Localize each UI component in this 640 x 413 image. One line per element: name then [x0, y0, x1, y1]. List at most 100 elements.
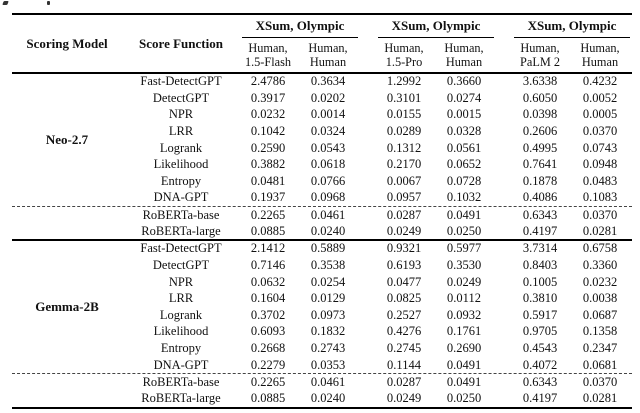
value-cell: 0.0957: [386, 190, 422, 205]
value-cell: 0.3810: [522, 291, 558, 306]
value-cell: 0.2590: [250, 140, 286, 155]
caption-cropped-text: [47, 1, 50, 5]
value-cell: 0.5889: [310, 241, 346, 256]
value-cell: 0.3360: [582, 258, 618, 273]
value-cell: 0.0274: [446, 90, 482, 105]
value-cell: 0.0973: [310, 307, 346, 322]
group-title: XSum, Olympic: [255, 18, 345, 33]
table-bottom-rule: [12, 406, 632, 409]
value-cell: 0.5977: [446, 241, 482, 256]
table-row: RoBERTa-base 0.2265 0.0461 0.0287 0.0491 0.63…: [12, 373, 632, 390]
value-cell: 3.7314: [522, 241, 558, 256]
value-cell: 0.4197: [522, 223, 558, 238]
table-row: DNA-GPT 0.2279 0.0353 0.1144 0.0491 0.4072 0.0…: [12, 357, 632, 374]
value-cell: 0.6343: [522, 207, 558, 222]
value-cell: 0.9705: [522, 324, 558, 339]
value-cell: 0.0067: [386, 173, 422, 188]
score-function-cell: RoBERTa-base: [142, 374, 220, 389]
header-group-0: XSum, Olympic Human, 1.5-Flash Human, Human: [240, 15, 360, 72]
table-row: DNA-GPT 0.1937 0.0968 0.0957 0.1032 0.4086 0.1…: [12, 190, 632, 207]
value-cell: 0.0281: [582, 390, 618, 405]
value-cell: 0.4072: [522, 357, 558, 372]
value-cell: 0.0743: [582, 140, 618, 155]
value-cell: 0.1005: [522, 274, 558, 289]
table-row: DetectGPT 0.7146 0.3538 0.6193 0.3530 0.8403 0…: [12, 257, 632, 274]
value-cell: 0.1042: [250, 124, 286, 139]
value-cell: 0.0481: [250, 173, 286, 188]
subheader-line: Human,: [520, 40, 560, 55]
value-cell: 0.0885: [250, 390, 286, 405]
header-bottom-rule: [12, 72, 632, 74]
subheader-line: Human,: [384, 40, 424, 55]
value-cell: 0.0491: [446, 207, 482, 222]
value-cell: 0.0249: [386, 390, 422, 405]
group-subheaders: Human, 1.5-Pro Human, Human: [376, 38, 496, 72]
value-cell: 0.6758: [582, 241, 618, 256]
value-cell: 0.0202: [310, 90, 346, 105]
value-cell: 2.4786: [250, 74, 286, 89]
header-scoring-model: Scoring Model: [26, 35, 108, 51]
model-block-gemma-2b: Gemma-2B Fast-DetectGPT 2.1412 0.5889 0.9321…: [12, 241, 632, 407]
subheader-line: Human,: [248, 40, 288, 55]
value-cell: 0.0681: [582, 357, 618, 372]
score-function-cell: DNA-GPT: [153, 357, 209, 372]
value-cell: 0.6193: [386, 258, 422, 273]
table-row: RoBERTa-large 0.0885 0.0240 0.0249 0.0250 0.4…: [12, 390, 632, 407]
value-cell: 0.0250: [446, 390, 482, 405]
value-cell: 0.0948: [582, 157, 618, 172]
value-cell: 0.1878: [522, 173, 558, 188]
value-cell: 0.0652: [446, 157, 482, 172]
value-cell: 2.1412: [250, 241, 286, 256]
value-cell: 0.0483: [582, 173, 618, 188]
value-cell: 0.2668: [250, 340, 286, 355]
subheader-line: Human,: [444, 40, 484, 55]
subheader-line: PaLM 2: [520, 55, 560, 69]
score-function-cell: Entropy: [160, 173, 202, 188]
value-cell: 0.3634: [310, 74, 346, 89]
value-cell: 0.0155: [386, 107, 422, 122]
value-cell: 0.2745: [386, 340, 422, 355]
scoring-model-label: Gemma-2B: [35, 298, 99, 314]
value-cell: 0.2690: [446, 340, 482, 355]
value-cell: 0.0561: [446, 140, 482, 155]
value-cell: 0.0461: [310, 207, 346, 222]
value-cell: 0.3917: [250, 90, 286, 105]
value-cell: 0.2743: [310, 340, 346, 355]
value-cell: 0.6050: [522, 90, 558, 105]
header-group-spacer: [360, 15, 376, 72]
value-cell: 0.1937: [250, 190, 286, 205]
score-function-cell: Logrank: [159, 140, 203, 155]
value-cell: 0.0015: [446, 107, 482, 122]
header-group-2: XSum, Olympic Human, PaLM 2 Human, Human: [512, 15, 632, 72]
table-row: Likelihood 0.3882 0.0618 0.2170 0.0652 0.7641…: [12, 156, 632, 173]
score-function-cell: Entropy: [160, 340, 202, 355]
table-row: DetectGPT 0.3917 0.0202 0.3101 0.0274 0.6050 0…: [12, 90, 632, 107]
value-cell: 0.0687: [582, 307, 618, 322]
value-cell: 0.1083: [582, 190, 618, 205]
value-cell: 0.0052: [582, 90, 618, 105]
value-cell: 0.0129: [310, 291, 346, 306]
scoring-model-label: Neo-2.7: [45, 131, 89, 147]
value-cell: 0.2265: [250, 207, 286, 222]
group-subheaders: Human, PaLM 2 Human, Human: [512, 38, 632, 72]
value-cell: 0.0250: [446, 223, 482, 238]
table-row: Fast-DetectGPT 2.1412 0.5889 0.9321 0.5977 3.…: [12, 241, 632, 258]
group-subheaders: Human, 1.5-Flash Human, Human: [240, 38, 360, 72]
value-cell: 0.0240: [310, 223, 346, 238]
table-row: NPR 0.0232 0.0014 0.0155 0.0015 0.0398 0.0005: [12, 107, 632, 124]
subheader-line: Human: [581, 55, 619, 69]
results-table: Scoring Model Score Function XSum, Olymp…: [12, 13, 632, 409]
subheader-line: 1.5-Flash: [244, 55, 292, 69]
value-cell: 0.0766: [310, 173, 346, 188]
value-cell: 0.3702: [250, 307, 286, 322]
value-cell: 0.0038: [582, 291, 618, 306]
value-cell: 0.4232: [582, 74, 618, 89]
header-group-1: XSum, Olympic Human, 1.5-Pro Human, Human: [376, 15, 496, 72]
value-cell: 0.0825: [386, 291, 422, 306]
table-row: LRR 0.1042 0.0324 0.0289 0.0328 0.2606 0.0370: [12, 123, 632, 140]
value-cell: 0.4995: [522, 140, 558, 155]
value-cell: 0.0232: [250, 107, 286, 122]
table-row: Entropy 0.2668 0.2743 0.2745 0.2690 0.4543 0.2…: [12, 340, 632, 357]
model-block-neo-2.7: Neo-2.7 Fast-DetectGPT 2.4786 0.3634 1.2992 0…: [12, 74, 632, 240]
score-function-cell: Logrank: [159, 307, 203, 322]
